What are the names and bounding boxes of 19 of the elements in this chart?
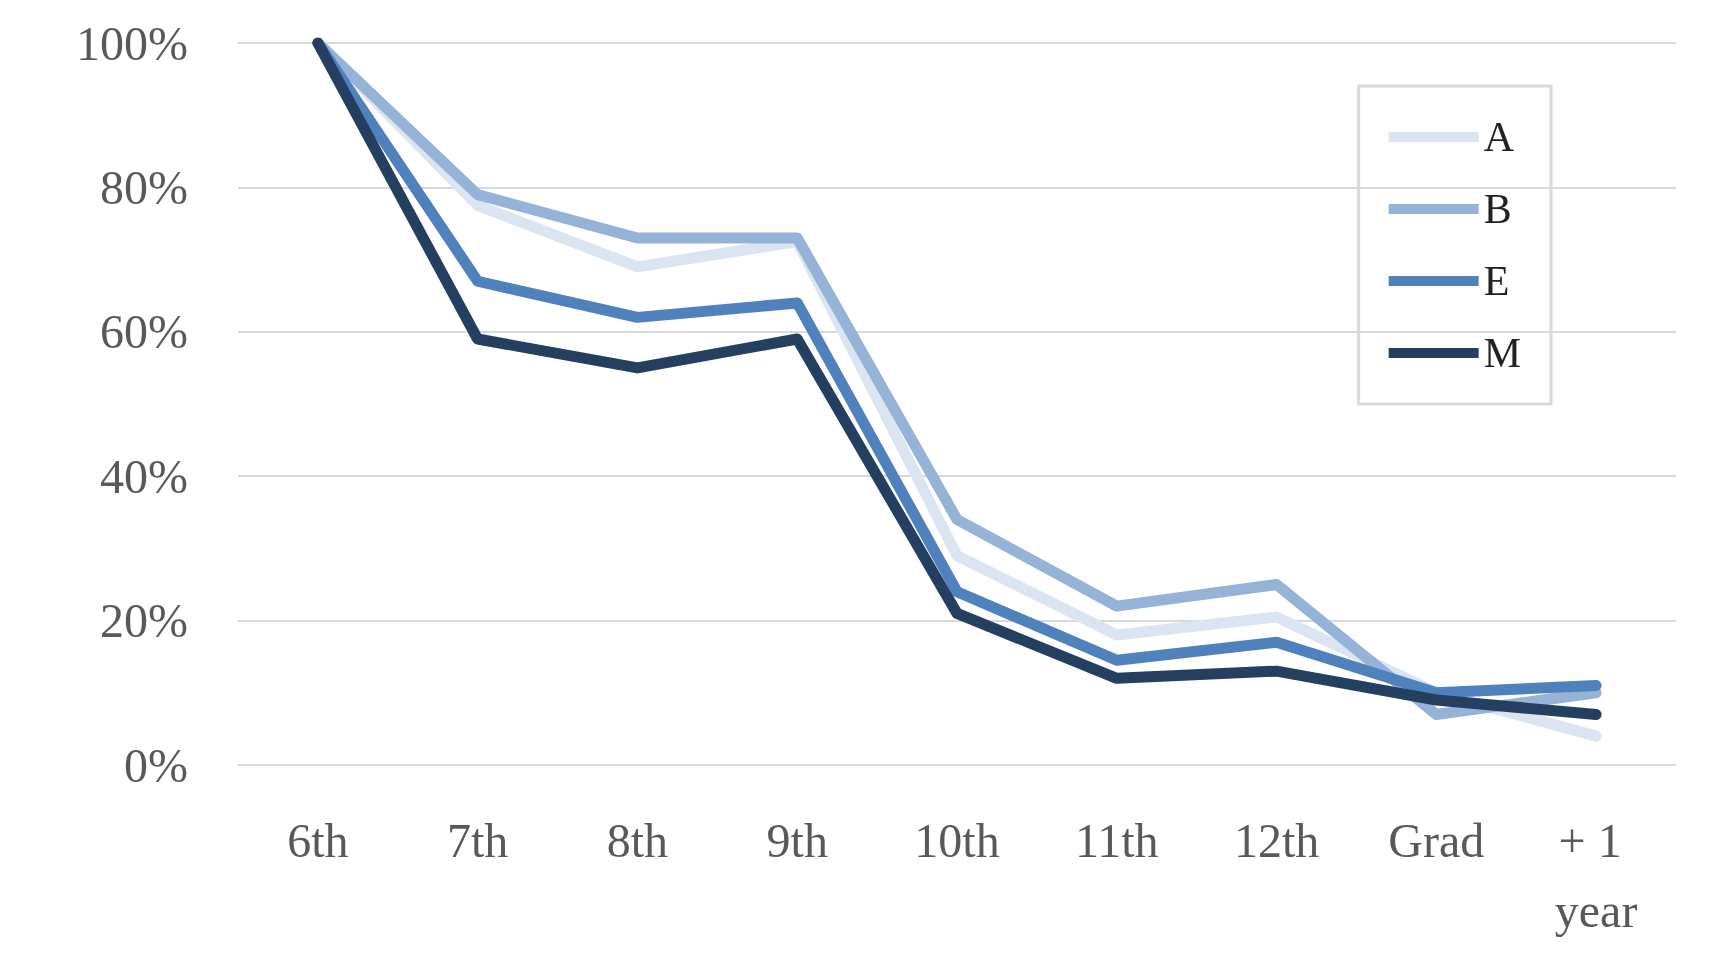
x-tick-label: 6th bbox=[287, 813, 349, 867]
x-tick-label: 9th bbox=[766, 813, 828, 867]
legend-label: A bbox=[1483, 114, 1515, 160]
y-tick-label: 80% bbox=[100, 160, 188, 214]
x-tick-label: 11th bbox=[1075, 813, 1159, 867]
x-tick-label: + 1 year bbox=[1554, 813, 1638, 937]
legend-label: B bbox=[1483, 186, 1512, 232]
legend-label: M bbox=[1483, 330, 1522, 376]
y-tick-label: 100% bbox=[76, 16, 188, 70]
y-tick-label: 40% bbox=[100, 449, 188, 503]
y-tick-label: 60% bbox=[100, 305, 188, 359]
x-tick-label: 7th bbox=[446, 813, 509, 867]
legend-label: E bbox=[1483, 258, 1510, 304]
y-tick-label: 20% bbox=[100, 594, 188, 648]
y-tick-label: 0% bbox=[124, 738, 188, 792]
x-tick-label: 8th bbox=[606, 813, 669, 867]
x-tick-label: Grad bbox=[1388, 813, 1485, 867]
x-tick-label: 12th bbox=[1233, 813, 1320, 867]
x-tick-label: 10th bbox=[914, 813, 1000, 867]
